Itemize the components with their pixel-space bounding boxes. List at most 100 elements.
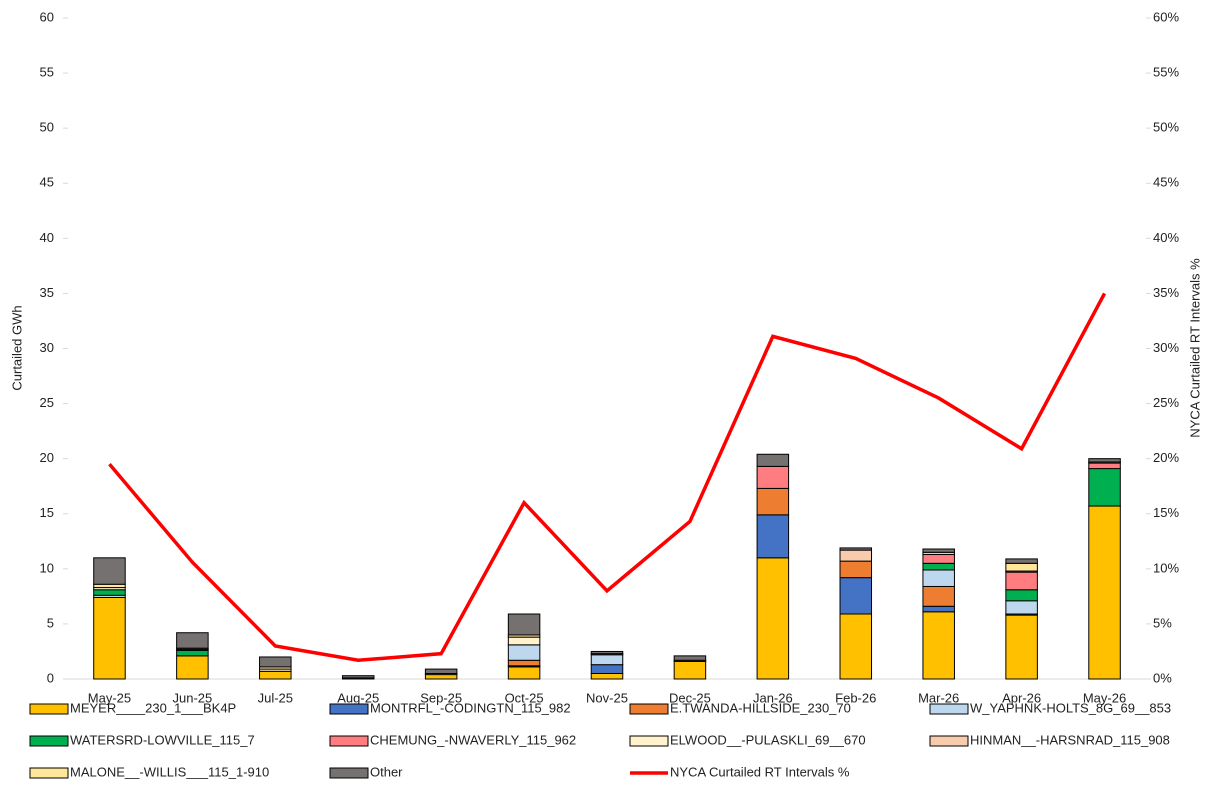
y-tick-label: 30 (40, 340, 54, 355)
x-tick-label: Dec-25 (669, 690, 711, 705)
y2-tick-label: 35% (1153, 285, 1179, 300)
x-tick-label: Jan-26 (753, 690, 793, 705)
legend-label: ELWOOD__-PULASKLI_69__670 (670, 732, 866, 747)
legend-swatch (29, 703, 69, 715)
bar-segment (756, 487, 790, 516)
legend-swatch (929, 703, 969, 715)
bar-segment (922, 554, 955, 564)
y-tick-label: 20 (40, 450, 54, 465)
y-tick-label: 60 (40, 9, 54, 24)
bar-segment (259, 656, 292, 668)
y2-tick-label: 10% (1153, 560, 1179, 575)
bar-segment (93, 596, 126, 680)
y2-tick-label: 15% (1153, 505, 1179, 520)
x-tick-label: Sep-25 (420, 690, 462, 705)
bar-segment (839, 549, 873, 562)
x-tick-label: Jul-25 (258, 690, 293, 705)
y2-tick-label: 55% (1153, 65, 1179, 80)
bar-segment (176, 632, 209, 649)
legend-label: CHEMUNG_-NWAVERLY_115_962 (370, 732, 576, 747)
legend-label: MALONE__-WILLIS___115_1-910 (70, 764, 269, 779)
bar-segment (839, 577, 873, 615)
bar-segment (922, 562, 955, 571)
bar-segment (507, 636, 541, 646)
bar-segment (756, 514, 790, 559)
bar-segment (424, 668, 458, 674)
bar-segment (922, 611, 955, 680)
bar-segment (507, 644, 541, 661)
bar-segment (756, 465, 790, 489)
legend-swatch (929, 735, 969, 747)
legend-label: MEYER____230_1___BK4P (70, 700, 236, 715)
bar-segment (424, 674, 458, 680)
legend-swatch (329, 703, 369, 715)
y2-tick-label: 50% (1153, 120, 1179, 135)
x-tick-label: May-26 (1083, 690, 1126, 705)
x-tick-label: Feb-26 (835, 690, 876, 705)
bar-segment (922, 605, 955, 613)
y-tick-label: 40 (40, 230, 54, 245)
x-tick-label: Jun-25 (173, 690, 213, 705)
bar-segment (673, 660, 707, 680)
bar-segment (1005, 600, 1038, 615)
bar-segment (1005, 614, 1038, 680)
legend-swatch (329, 767, 369, 779)
legend-swatch (629, 703, 669, 715)
legend-swatch (29, 735, 69, 747)
bar-segment (590, 664, 624, 674)
bar-segment (507, 613, 541, 636)
y2-tick-label: 45% (1153, 175, 1179, 190)
y-tick-label: 0 (47, 670, 54, 685)
bar-segment (341, 675, 375, 679)
bar-segment (839, 547, 873, 551)
bar-segment (590, 650, 624, 655)
bar-segment (756, 453, 790, 467)
bar-segment (1088, 468, 1121, 507)
bar-segment (1088, 458, 1121, 463)
bar-segment (176, 649, 209, 657)
bar-segment (839, 560, 873, 579)
bar-segment (1005, 562, 1038, 572)
bar-segment (507, 659, 541, 667)
legend-swatch (29, 767, 69, 779)
x-tick-label: Aug-25 (337, 690, 379, 705)
bar-segment (1005, 571, 1038, 591)
y-tick-label: 25 (40, 395, 54, 410)
y-tick-label: 50 (40, 120, 54, 135)
bar-segment (590, 654, 624, 666)
line-series (108, 292, 1107, 663)
bar-segment (756, 557, 790, 680)
legend-label: Other (370, 764, 403, 779)
y2-tick-label: 5% (1153, 615, 1172, 630)
y2-axis-title: NYCA Curtailed RT Intervals % (1187, 258, 1202, 438)
legend-label: WATERSRD-LOWVILLE_115_7 (70, 732, 255, 747)
legend-label: W_YAPHNK-HOLTS_8G_69__853 (970, 700, 1171, 715)
x-tick-label: Mar-26 (918, 690, 959, 705)
x-tick-label: Nov-25 (586, 690, 628, 705)
bar-segment (1005, 589, 1038, 602)
y-tick-label: 5 (47, 615, 54, 630)
bar-segment (93, 589, 126, 596)
legend-swatch (629, 735, 669, 747)
bar-segment (839, 613, 873, 680)
bar-segment (590, 672, 624, 680)
y2-tick-label: 0% (1153, 670, 1172, 685)
bar-segment (922, 569, 955, 587)
y2-tick-label: 25% (1153, 395, 1179, 410)
x-tick-label: May-25 (88, 690, 131, 705)
y2-tick-label: 40% (1153, 230, 1179, 245)
legend-label: NYCA Curtailed RT Intervals % (670, 764, 850, 779)
bar-segment (1088, 462, 1121, 470)
x-tick-label: Oct-25 (505, 690, 544, 705)
bar-segment (922, 548, 955, 553)
y2-tick-label: 30% (1153, 340, 1179, 355)
bar-segment (176, 655, 209, 680)
bar-segment (507, 666, 541, 680)
x-tick-label: Apr-26 (1002, 690, 1041, 705)
bar-segment (1005, 558, 1038, 564)
legend-swatch (329, 735, 369, 747)
bar-segment (673, 655, 707, 661)
legend-label: HINMAN__-HARSNRAD_115_908 (970, 732, 1170, 747)
